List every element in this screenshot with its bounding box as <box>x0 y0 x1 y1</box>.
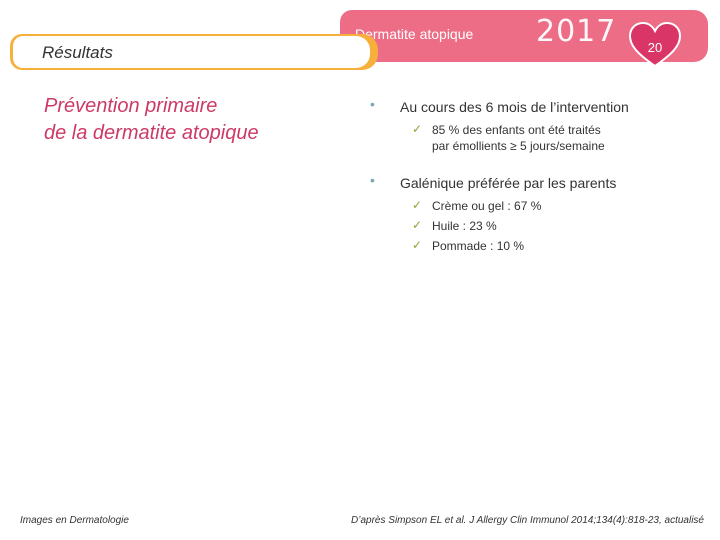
sub-item-line: 85 % des enfants ont été traités <box>432 123 601 137</box>
header-year: 2017 <box>536 14 617 49</box>
checkmark-icon: ✓ <box>412 238 423 252</box>
sub-item: 85 % des enfants ont été traités par émo… <box>432 122 605 154</box>
bullet-text: Galénique préférée par les parents <box>400 175 617 191</box>
sub-item: Crème ou gel : 67 % <box>432 198 541 214</box>
sub-item-line: Crème ou gel : 67 % <box>432 199 542 213</box>
checkmark-icon: ✓ <box>412 218 423 232</box>
round-bullet-icon: • <box>370 96 375 112</box>
heart-icon <box>628 22 682 68</box>
footer-source-label: Images en Dermatologie <box>20 515 129 526</box>
sub-item: Huile : 23 % <box>432 218 497 234</box>
slide-title: Prévention primaire de la dermatite atop… <box>44 93 259 147</box>
round-bullet-icon: • <box>370 172 375 188</box>
checkmark-icon: ✓ <box>412 122 423 136</box>
sub-item-line: Pommade : 10 % <box>432 239 525 253</box>
slide-number: 20 <box>647 40 663 55</box>
slide-title-line: Prévention primaire <box>44 95 218 117</box>
section-label: Résultats <box>42 43 113 62</box>
footer-citation: D’après Simpson EL et al. J Allergy Clin… <box>351 515 704 526</box>
section-tab-inner <box>13 36 370 68</box>
sub-item-line: par émollients ≥ 5 jours/semaine <box>432 139 605 153</box>
sub-item: Pommade : 10 % <box>432 238 524 254</box>
header-title: Dermatite atopique <box>355 26 474 42</box>
bullet-text: Au cours des 6 mois de l’intervention <box>400 99 629 115</box>
checkmark-icon: ✓ <box>412 198 423 212</box>
sub-item-line: Huile : 23 % <box>432 219 497 233</box>
slide-title-line: de la dermatite atopique <box>44 122 259 144</box>
